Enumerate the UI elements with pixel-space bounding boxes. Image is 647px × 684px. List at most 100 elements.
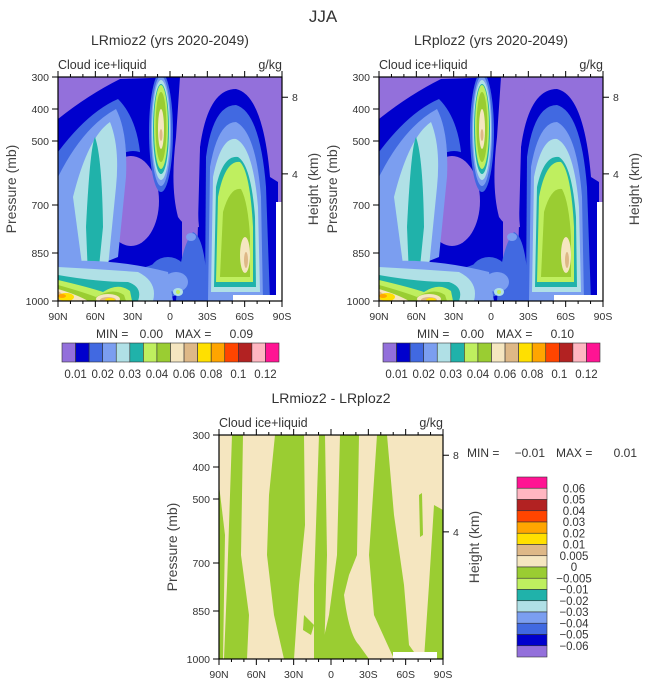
- missing-data-region: [233, 295, 276, 301]
- colorbar-box: [516, 600, 548, 613]
- colorbar-label: 0.08: [200, 369, 222, 381]
- colorbar-label: 0.06: [563, 483, 585, 495]
- colorbar-label: 0.1: [551, 369, 567, 381]
- y-tick-label: 1000: [187, 654, 211, 666]
- min-label: MIN =: [96, 327, 128, 341]
- panel-subtitle: Cloud ice+liquid: [379, 58, 468, 72]
- colorbar-box: [516, 476, 548, 489]
- colorbar-box: [396, 342, 411, 363]
- y-tick-label: 500: [31, 136, 49, 148]
- y-axis-title: Pressure (mb): [324, 145, 340, 234]
- min-label: MIN =: [467, 446, 499, 460]
- colorbar-label: 0.04: [146, 369, 169, 381]
- panel-title: LRploz2 (yrs 2020-2049): [414, 32, 568, 48]
- y-tick-label: 700: [31, 200, 49, 212]
- contour-level-7: [219, 485, 225, 659]
- panel-title: LRmioz2 - LRploz2: [271, 390, 390, 406]
- missing-data-region: [393, 652, 437, 659]
- colorbar-label: −0.03: [559, 607, 588, 619]
- y-right-tick-label: 4: [453, 527, 459, 539]
- colorbar-box: [516, 499, 548, 512]
- y-right-tick-label: 8: [453, 450, 459, 462]
- x-tick-label: 0: [167, 311, 173, 323]
- x-tick-label: 0: [488, 311, 494, 323]
- panel-title: LRmioz2 (yrs 2020-2049): [91, 32, 249, 48]
- contour-level-3: [186, 233, 196, 241]
- x-tick-label: 60N: [247, 669, 266, 681]
- colorbar-box: [156, 342, 171, 363]
- colorbar-box: [516, 487, 548, 500]
- colorbar-box: [251, 342, 266, 363]
- colorbar-label: 0.08: [521, 369, 543, 381]
- y-right-tick-label: 4: [292, 169, 298, 181]
- colorbar-label: 0.03: [563, 517, 585, 529]
- colorbar-label: 0.12: [254, 369, 276, 381]
- contour-level-7: [267, 435, 305, 659]
- x-tick-label: 30S: [359, 669, 378, 681]
- x-tick-label: 0: [328, 669, 334, 681]
- panel-units: g/kg: [258, 58, 282, 72]
- y-tick-label: 850: [352, 248, 370, 260]
- x-tick-label: 90S: [434, 669, 453, 681]
- chart-panel-2: LRploz2 (yrs 2020-2049) Cloud ice+liquid g…: [324, 32, 642, 381]
- colorbar-box: [491, 342, 506, 363]
- colorbar-box: [516, 544, 548, 557]
- contour-level-7: [419, 493, 423, 537]
- y-tick-label: 500: [192, 494, 210, 506]
- panel-subtitle: Cloud ice+liquid: [219, 416, 308, 430]
- x-tick-label: 90N: [209, 669, 228, 681]
- contour-level-9: [159, 129, 163, 141]
- colorbar-box: [75, 342, 90, 363]
- min-value: 0.00: [140, 327, 164, 341]
- colorbar-box: [210, 342, 226, 363]
- y-tick-label: 300: [192, 430, 210, 442]
- colorbar-label: 0.03: [119, 369, 141, 381]
- colorbar-box: [238, 342, 253, 363]
- y-tick-label: 1000: [26, 296, 50, 308]
- colorbar-box: [516, 645, 548, 658]
- colorbar-box: [464, 342, 479, 363]
- colorbar-box: [504, 342, 519, 363]
- x-tick-label: 30N: [444, 311, 463, 323]
- contour-level-0: [173, 77, 204, 228]
- contour-level-7: [319, 435, 369, 659]
- colorbar-box: [88, 342, 103, 363]
- contour-level-6: [176, 290, 180, 294]
- x-tick-label: 60S: [235, 311, 254, 323]
- x-tick-label: 90N: [48, 311, 67, 323]
- colorbar-label: 0.04: [563, 506, 586, 518]
- colorbar-box: [518, 342, 533, 363]
- contour-level-10: [105, 298, 115, 301]
- min-label: MIN =: [417, 327, 449, 341]
- x-tick-label: 30S: [198, 311, 217, 323]
- colorbar-box: [224, 342, 239, 363]
- chart-panel-3: LRmioz2 - LRploz2 Cloud ice+liquid g/kg 90N…: [164, 390, 637, 681]
- contour-level-11: [58, 294, 66, 298]
- contour-level-9: [565, 252, 569, 268]
- missing-data-region: [276, 202, 282, 301]
- colorbar-label: 0.01: [64, 369, 86, 381]
- colorbar-box: [516, 555, 548, 568]
- max-value: 0.10: [551, 327, 575, 341]
- colorbar-label: 0.12: [575, 369, 597, 381]
- colorbar-box: [265, 342, 280, 363]
- max-label: MAX =: [175, 327, 211, 341]
- colorbar-box: [531, 342, 547, 363]
- colorbar-label: −0.02: [559, 596, 588, 608]
- colorbar-box: [572, 342, 587, 363]
- contour-level-7: [314, 435, 327, 659]
- colorbar: 0.01 0.02 0.03 0.04 0.06 0.08 0.1 0.12: [61, 342, 280, 381]
- colorbar-label: 0.03: [440, 369, 462, 381]
- colorbar-box: [516, 521, 548, 534]
- y-tick-label: 400: [31, 104, 49, 116]
- colorbar-label: −0.01: [559, 585, 588, 597]
- colorbar-box: [477, 342, 492, 363]
- x-tick-label: 90S: [594, 311, 613, 323]
- contour-level-0: [494, 77, 525, 228]
- x-tick-label: 30N: [123, 311, 142, 323]
- colorbar-box: [516, 566, 548, 579]
- y-tick-label: 1000: [347, 296, 371, 308]
- colorbar-label: −0.04: [559, 618, 589, 630]
- x-tick-label: 90N: [369, 311, 388, 323]
